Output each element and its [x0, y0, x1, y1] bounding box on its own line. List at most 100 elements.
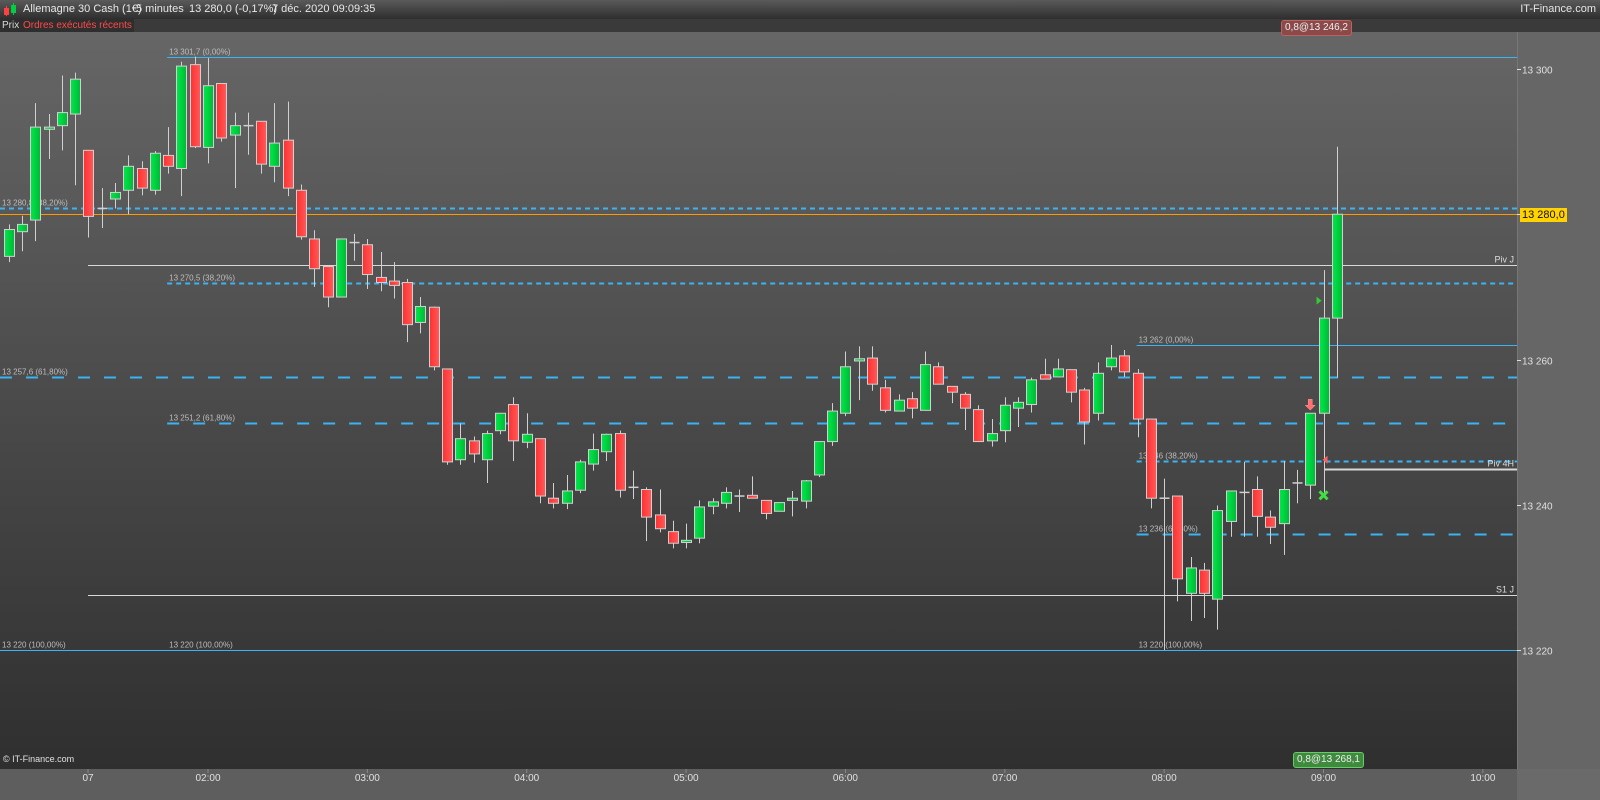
candle-up[interactable]	[495, 412, 506, 435]
candle-down[interactable]	[655, 489, 666, 533]
candle-down[interactable]	[402, 278, 413, 343]
candle-down[interactable]	[83, 149, 94, 238]
triangle-left-icon[interactable]	[1322, 455, 1328, 464]
triangle-right-icon[interactable]	[1316, 296, 1322, 305]
candle-up[interactable]	[97, 188, 108, 229]
candle-up[interactable]	[787, 490, 798, 517]
candle-up[interactable]	[44, 114, 55, 160]
candle-down[interactable]	[1199, 562, 1210, 619]
candle-up[interactable]	[123, 155, 134, 215]
candle-up[interactable]	[734, 489, 745, 513]
candle-down[interactable]	[747, 476, 758, 499]
candle-up[interactable]	[1186, 557, 1197, 621]
candle-up[interactable]	[203, 58, 214, 164]
candle-up[interactable]	[814, 441, 825, 478]
candle-down[interactable]	[947, 385, 958, 404]
candle-down[interactable]	[469, 436, 480, 463]
candle-down[interactable]	[296, 184, 307, 240]
candle-up[interactable]	[628, 470, 639, 499]
candle-down[interactable]	[163, 127, 174, 174]
candle-down[interactable]	[761, 499, 772, 520]
candle-up[interactable]	[562, 474, 573, 510]
candle-up[interactable]	[1332, 146, 1343, 378]
candle-up[interactable]	[721, 487, 732, 509]
candle-up[interactable]	[269, 103, 280, 183]
candle-down[interactable]	[216, 83, 227, 142]
candle-down[interactable]	[1252, 476, 1263, 537]
candle-up[interactable]	[1013, 397, 1024, 428]
candle-up[interactable]	[840, 351, 851, 417]
candle-up[interactable]	[894, 394, 905, 412]
candle-up[interactable]	[1053, 358, 1064, 378]
time-axis[interactable]	[0, 769, 1600, 800]
candle-down[interactable]	[1146, 418, 1157, 509]
candle-up[interactable]	[522, 413, 533, 449]
candle-up[interactable]	[1279, 461, 1290, 555]
candle-down[interactable]	[615, 430, 626, 498]
candle-down[interactable]	[362, 238, 373, 290]
candle-up[interactable]	[1292, 469, 1303, 504]
candle-down[interactable]	[1265, 510, 1276, 544]
candle-up[interactable]	[243, 112, 254, 155]
candle-up[interactable]	[1239, 461, 1250, 537]
candle-down[interactable]	[641, 487, 652, 542]
candle-down[interactable]	[880, 379, 891, 413]
candle-up[interactable]	[575, 459, 586, 494]
candle-down[interactable]	[1119, 350, 1130, 377]
candle-up[interactable]	[349, 233, 360, 261]
candle-up[interactable]	[1026, 377, 1037, 413]
candle-down[interactable]	[867, 346, 878, 391]
buy-order-tag[interactable]: 0,8@13 268,1	[1293, 752, 1364, 768]
candle-up[interactable]	[70, 72, 81, 186]
candle-up[interactable]	[176, 61, 187, 197]
candle-up[interactable]	[987, 419, 998, 447]
candle-up[interactable]	[681, 523, 692, 549]
candle-down[interactable]	[960, 392, 971, 430]
candle-up[interactable]	[920, 351, 931, 411]
cross-icon[interactable]	[1318, 490, 1329, 501]
candle-down[interactable]	[508, 397, 519, 462]
candle-down[interactable]	[933, 362, 944, 385]
candle-down[interactable]	[1066, 369, 1077, 403]
candle-up[interactable]	[1106, 344, 1117, 371]
candle-down[interactable]	[442, 368, 453, 465]
sell-order-tag[interactable]: 0,8@13 246,2	[1281, 20, 1352, 36]
candle-down[interactable]	[256, 120, 267, 174]
candle-down[interactable]	[323, 266, 334, 308]
candle-down[interactable]	[535, 438, 546, 504]
candle-down[interactable]	[1172, 495, 1183, 602]
candle-down[interactable]	[907, 392, 918, 419]
candle-down[interactable]	[429, 306, 440, 371]
candle-up[interactable]	[110, 183, 121, 209]
candle-down[interactable]	[973, 405, 984, 443]
candle-up[interactable]	[1159, 478, 1170, 650]
candle-up[interactable]	[1226, 490, 1237, 537]
candle-up[interactable]	[1319, 270, 1330, 496]
tab-recent-orders[interactable]: Ordres exécutés récents	[21, 19, 134, 32]
interval[interactable]: 5 minutes	[136, 3, 184, 15]
candle-up[interactable]	[1093, 362, 1104, 421]
candle-up[interactable]	[455, 423, 466, 465]
candle-down[interactable]	[1079, 387, 1090, 445]
candle-up[interactable]	[17, 215, 28, 252]
candle-up[interactable]	[801, 480, 812, 509]
candle-up[interactable]	[415, 297, 426, 334]
candle-up[interactable]	[588, 433, 599, 471]
tab-price[interactable]: Prix	[0, 19, 22, 32]
candle-up[interactable]	[1000, 397, 1011, 443]
candle-up[interactable]	[230, 112, 241, 189]
candle-down[interactable]	[1040, 358, 1051, 380]
candle-down[interactable]	[376, 252, 387, 292]
candle-down[interactable]	[389, 262, 400, 299]
candle-up[interactable]	[4, 224, 15, 263]
candle-down[interactable]	[190, 56, 201, 149]
candle-up[interactable]	[1305, 412, 1316, 499]
candle-down[interactable]	[548, 482, 559, 509]
candle-down[interactable]	[137, 161, 148, 196]
candle-down[interactable]	[668, 520, 679, 549]
arrow-down-icon[interactable]	[1304, 398, 1316, 411]
candle-down[interactable]	[309, 230, 320, 287]
candle-up[interactable]	[30, 103, 41, 242]
price-axis[interactable]	[1517, 32, 1600, 769]
